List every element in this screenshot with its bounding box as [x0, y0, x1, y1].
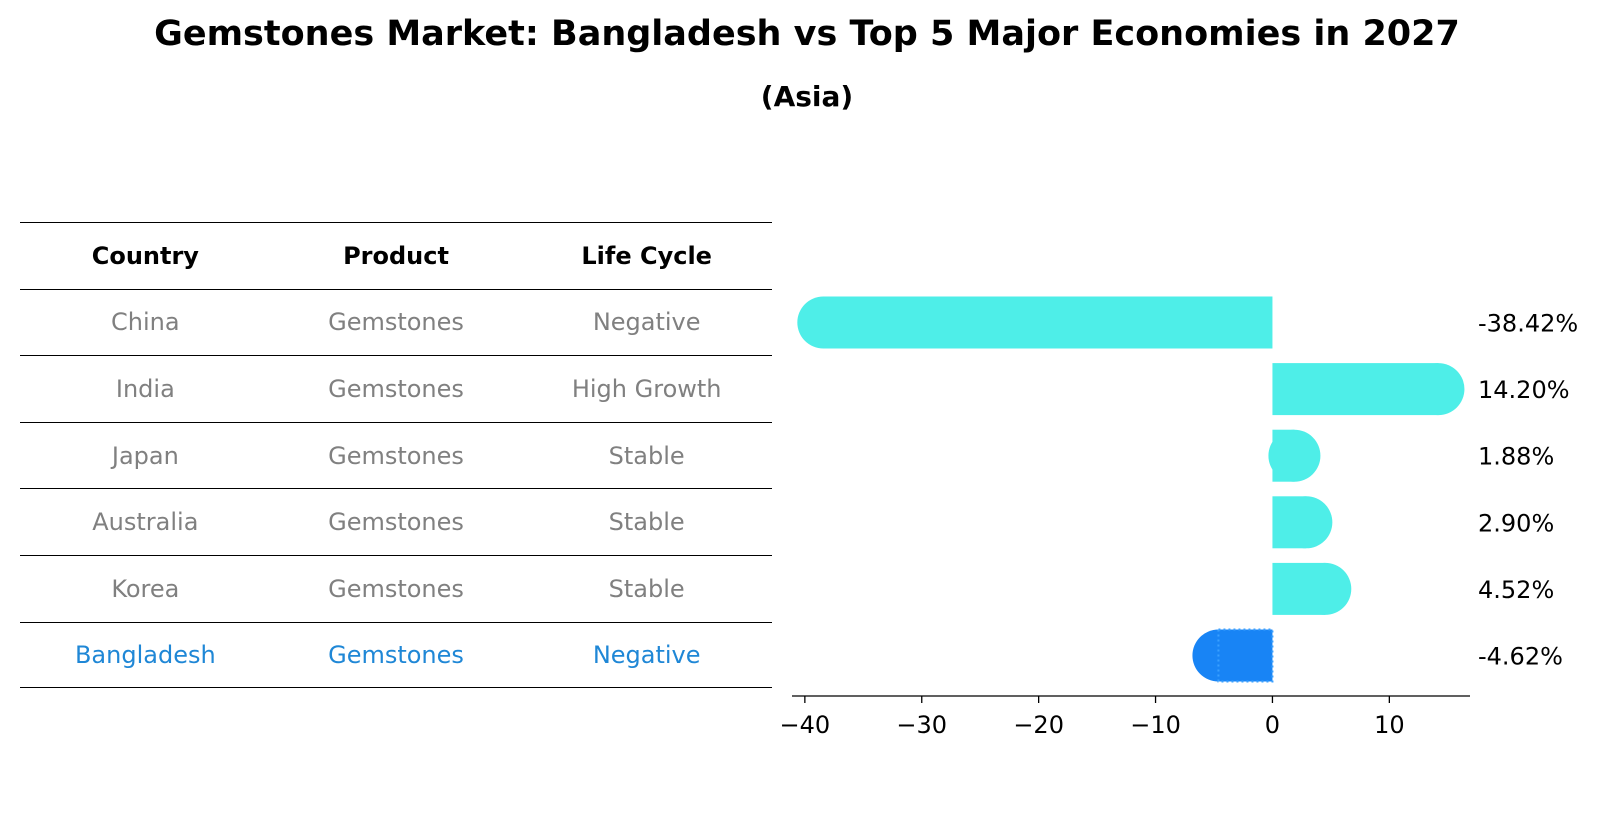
table-row: China Gemstones Negative: [20, 288, 772, 356]
x-tick-label: −30: [896, 711, 947, 739]
cell-life-cycle: Negative: [592, 308, 701, 337]
cell-product: Gemstones: [328, 508, 464, 537]
header-product: Product: [343, 241, 449, 270]
value-label: 14.20%: [1478, 376, 1570, 404]
cell-product: Gemstones: [328, 574, 464, 603]
cell-country: China: [111, 308, 180, 337]
table-row: India Gemstones High Growth: [20, 355, 772, 422]
cell-product: Gemstones: [328, 308, 464, 337]
cell-country: Bangladesh: [74, 640, 216, 669]
value-label: 2.90%: [1478, 509, 1554, 537]
bar-cap-india: [1412, 363, 1465, 416]
table-row: Korea Gemstones Stable: [20, 554, 772, 622]
chart-title: Gemstones Market: Bangladesh vs Top 5 Ma…: [154, 14, 1460, 54]
bar-cap-australia: [1280, 496, 1333, 549]
table-row-highlight: Bangladesh Gemstones Negative: [20, 621, 772, 689]
bar-india: [1272, 363, 1439, 416]
x-tick-label: −20: [1013, 711, 1064, 739]
cell-country: Japan: [111, 441, 179, 470]
x-tick-label: 0: [1265, 711, 1280, 739]
cell-product: Gemstones: [328, 640, 464, 669]
bar-cap-korea: [1299, 562, 1352, 615]
x-tick-label: 10: [1374, 711, 1405, 739]
value-label: 1.88%: [1478, 443, 1554, 471]
header-life-cycle: Life Cycle: [581, 241, 712, 270]
table-row: Australia Gemstones Stable: [20, 488, 772, 555]
country-table: Country Product Life Cycle China Gemston…: [20, 222, 772, 689]
bar-outline-bangladesh: [1217, 628, 1274, 683]
x-tick-label: −40: [780, 711, 831, 739]
value-label: 4.52%: [1478, 576, 1554, 604]
cell-country: Australia: [92, 508, 199, 537]
bar-cap-china: [797, 296, 850, 349]
header-country: Country: [91, 241, 199, 270]
cell-life-cycle: Stable: [608, 441, 685, 470]
cell-product: Gemstones: [328, 441, 464, 470]
bar-china: [823, 296, 1273, 349]
cell-life-cycle: Stable: [608, 508, 685, 537]
bar-cap-japan: [1268, 429, 1321, 482]
table-row: Japan Gemstones Stable: [20, 421, 772, 489]
cell-country: India: [115, 374, 175, 403]
cell-product: Gemstones: [328, 374, 464, 403]
table-header-row: Country Product Life Cycle: [20, 222, 772, 289]
x-tick-label: −10: [1130, 711, 1181, 739]
cell-life-cycle: High Growth: [571, 374, 722, 403]
cell-country: Korea: [111, 574, 180, 603]
cell-life-cycle: Negative: [592, 640, 701, 669]
chart-subtitle: (Asia): [760, 80, 854, 113]
cell-life-cycle: Stable: [608, 574, 685, 603]
value-label: -4.62%: [1478, 643, 1563, 671]
value-label: -38.42%: [1478, 310, 1578, 338]
